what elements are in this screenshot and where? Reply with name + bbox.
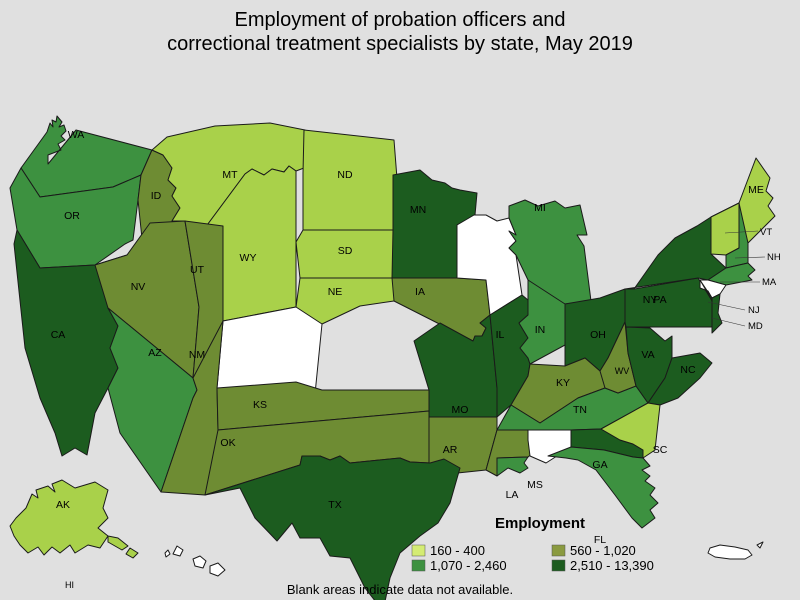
svg-text:WA: WA <box>68 129 85 141</box>
svg-text:MO: MO <box>452 404 469 416</box>
svg-text:IL: IL <box>496 329 505 341</box>
svg-text:NJ: NJ <box>748 305 760 316</box>
svg-text:MI: MI <box>534 202 546 214</box>
svg-text:CA: CA <box>51 329 66 341</box>
svg-text:AK: AK <box>56 499 70 511</box>
svg-text:OR: OR <box>64 210 80 222</box>
svg-text:MN: MN <box>410 204 426 216</box>
svg-text:KY: KY <box>556 377 570 389</box>
svg-text:NM: NM <box>189 349 205 361</box>
svg-text:OH: OH <box>590 329 606 341</box>
svg-text:ND: ND <box>337 169 353 181</box>
svg-text:WY: WY <box>240 252 257 264</box>
svg-text:NC: NC <box>680 364 696 376</box>
svg-text:SD: SD <box>338 245 353 257</box>
svg-text:2,510 - 13,390: 2,510 - 13,390 <box>570 558 654 573</box>
svg-text:MA: MA <box>762 277 777 288</box>
svg-text:TN: TN <box>573 404 587 416</box>
svg-text:VT: VT <box>760 227 772 238</box>
svg-text:TX: TX <box>328 499 341 511</box>
svg-text:MS: MS <box>527 479 543 491</box>
svg-text:UT: UT <box>190 264 205 276</box>
svg-text:NV: NV <box>131 281 146 293</box>
svg-text:NE: NE <box>328 286 343 298</box>
svg-text:MT: MT <box>222 169 238 181</box>
svg-text:WV: WV <box>615 366 630 376</box>
svg-text:560 - 1,020: 560 - 1,020 <box>570 543 636 558</box>
svg-text:PA: PA <box>653 294 666 306</box>
svg-text:IN: IN <box>535 324 546 336</box>
svg-text:IA: IA <box>415 286 425 298</box>
svg-text:AR: AR <box>443 444 458 456</box>
svg-text:ME: ME <box>748 184 764 196</box>
svg-text:MD: MD <box>748 321 763 332</box>
svg-text:1,070 - 2,460: 1,070 - 2,460 <box>430 558 507 573</box>
svg-text:OK: OK <box>220 437 235 449</box>
svg-text:LA: LA <box>506 489 519 501</box>
svg-text:SC: SC <box>653 444 668 456</box>
svg-text:ID: ID <box>151 190 162 202</box>
svg-text:160 - 400: 160 - 400 <box>430 543 485 558</box>
svg-text:KS: KS <box>253 399 267 411</box>
svg-text:GA: GA <box>592 459 607 471</box>
svg-text:NH: NH <box>767 252 781 263</box>
svg-text:Employment: Employment <box>495 515 585 532</box>
svg-text:AZ: AZ <box>148 347 162 359</box>
svg-text:VA: VA <box>641 349 654 361</box>
